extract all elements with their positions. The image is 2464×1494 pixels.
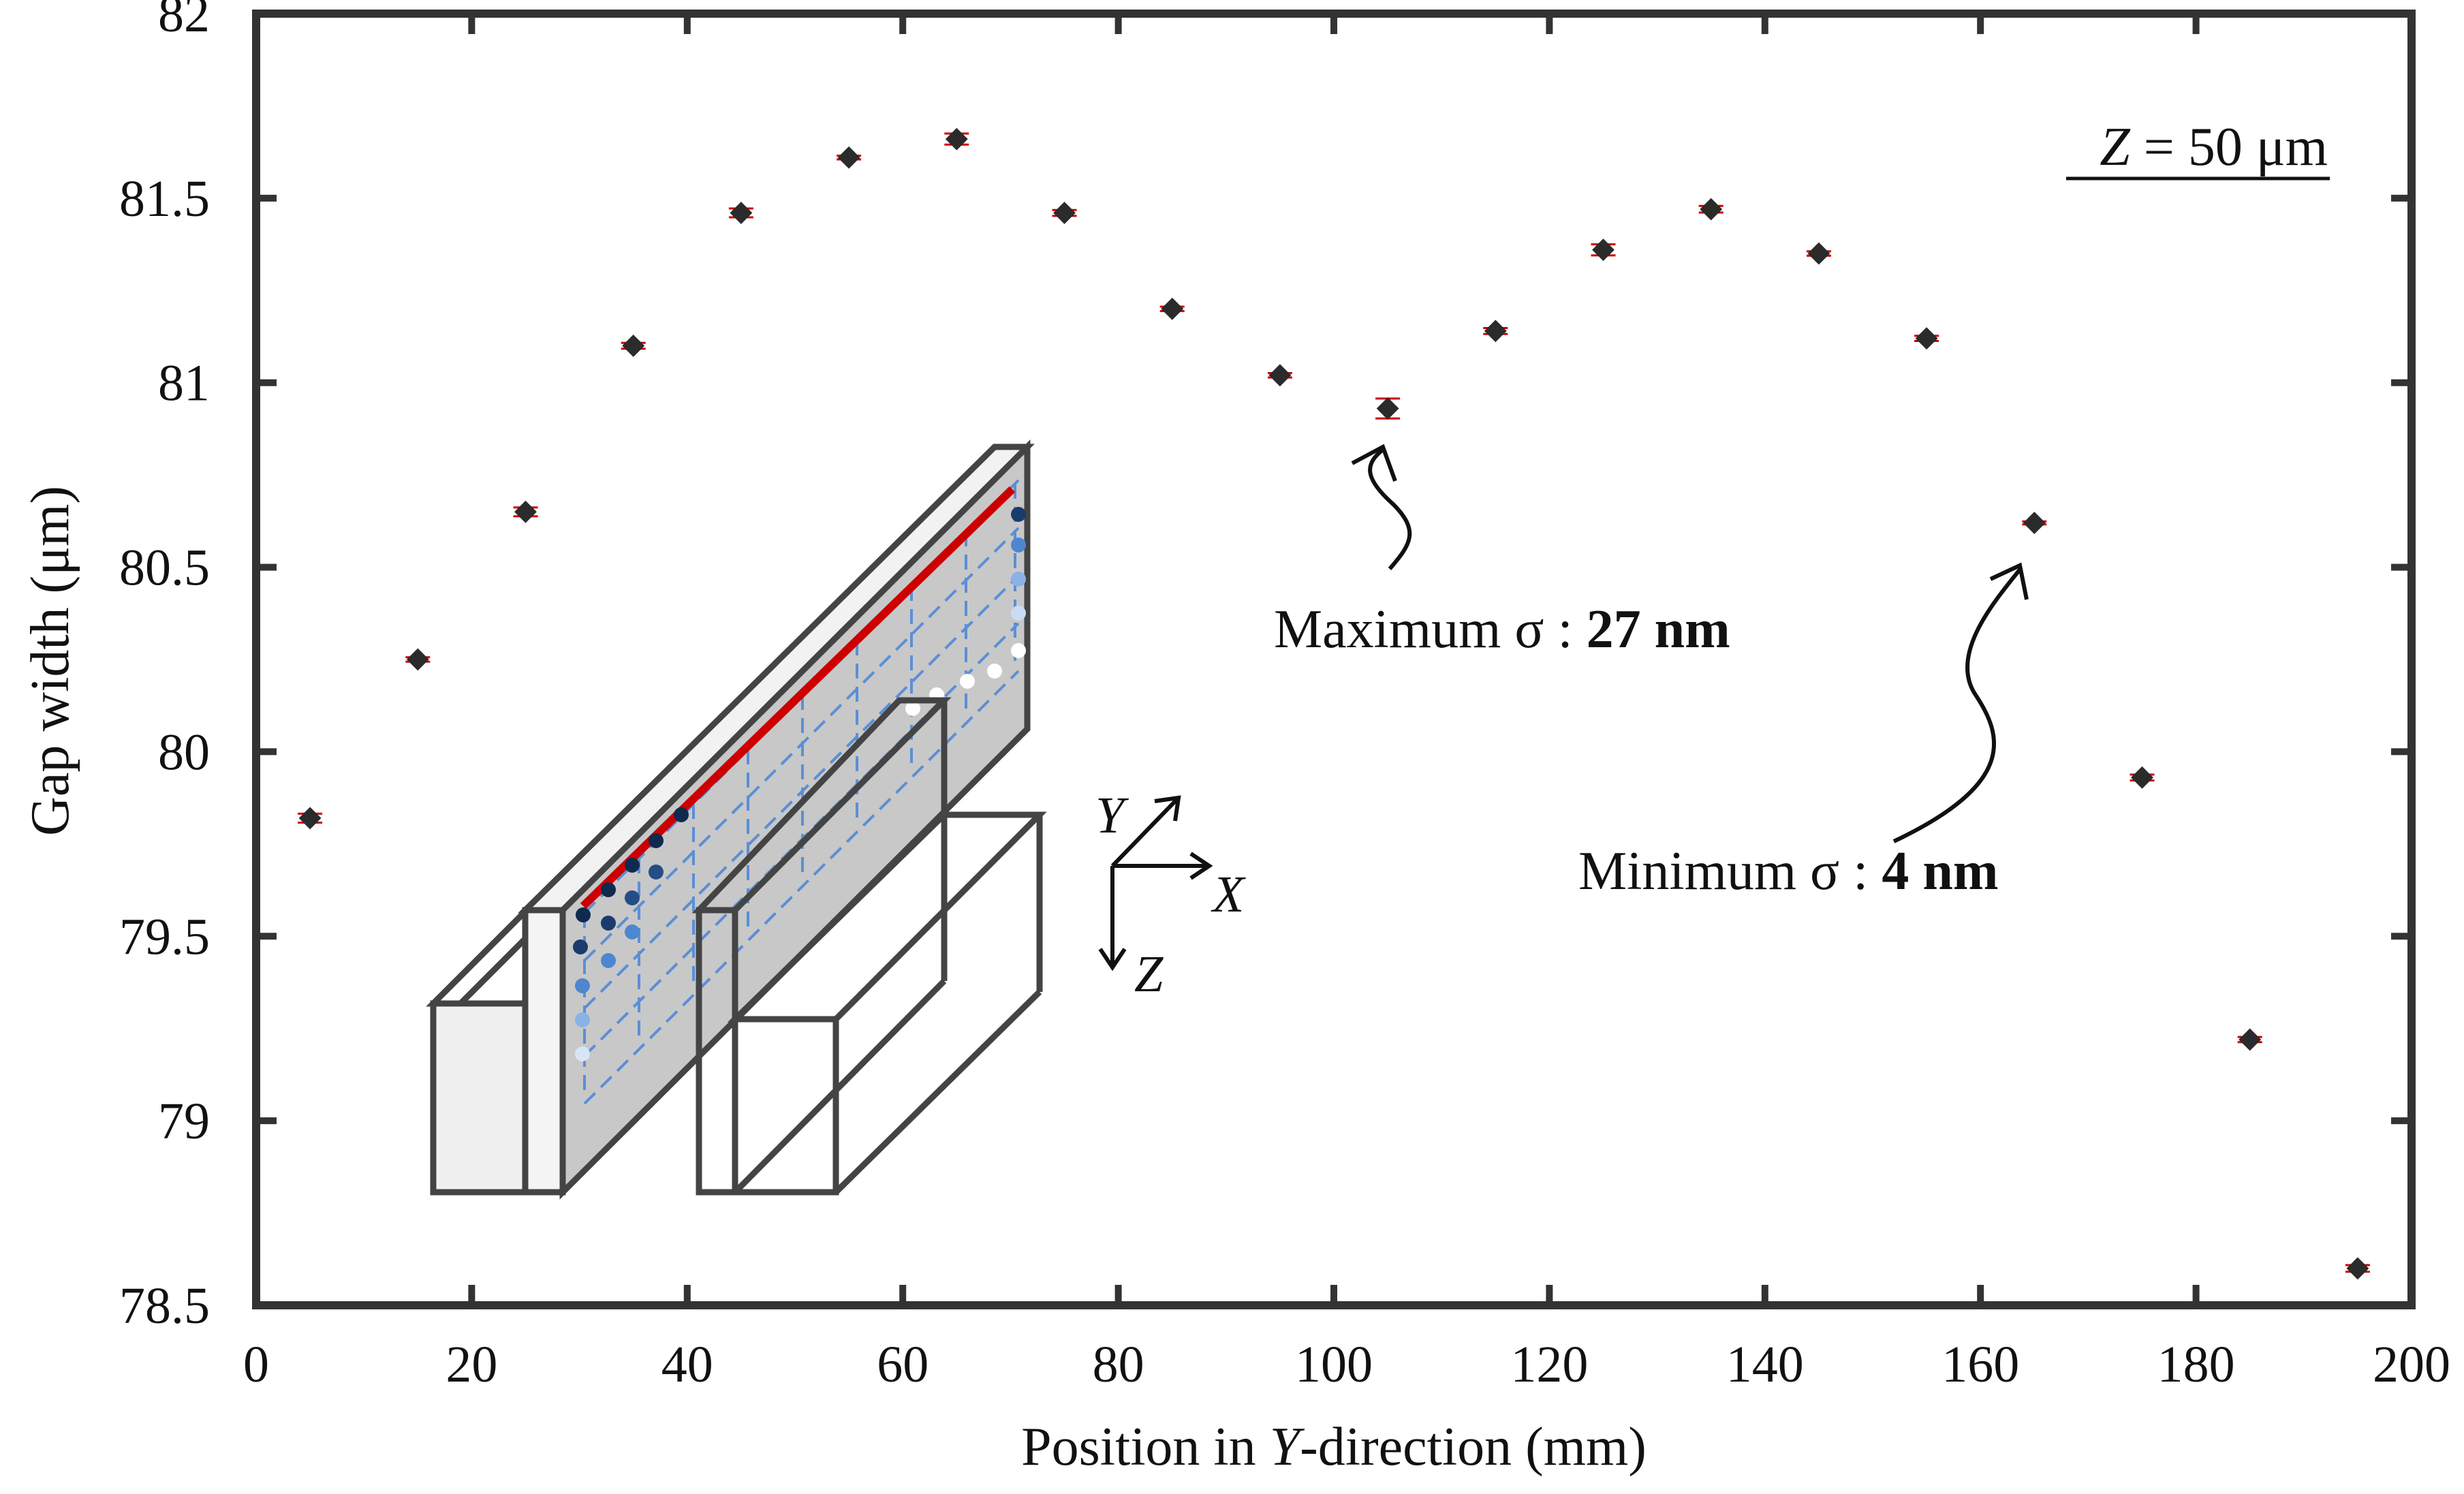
setup-schematic: Y X Z xyxy=(426,439,1246,1200)
x-tick-label: 100 xyxy=(1295,1336,1373,1393)
min-sigma-annotation: Minimum σ : 4 nm xyxy=(1578,562,2029,901)
max-sigma-value: 27 nm xyxy=(1587,600,1730,659)
x-axis-title-main: Position in xyxy=(1021,1417,1270,1477)
tick-labels: 0 20 40 60 80 100 120 140 160 180 200 78.5 79 79.5 80 8… xyxy=(119,0,2450,1393)
x-tick-label: 80 xyxy=(1093,1336,1144,1393)
data-point xyxy=(1376,397,1399,420)
min-sigma-arrow xyxy=(1892,568,2022,843)
z-depth-italic: Z xyxy=(2100,117,2131,177)
y-tick-label: 78.5 xyxy=(119,1277,210,1335)
data-point xyxy=(2023,512,2046,534)
z-depth-label: Z = 50 μm xyxy=(2100,117,2328,177)
data-point xyxy=(514,500,537,523)
x-tick-label: 60 xyxy=(877,1336,929,1393)
data-point xyxy=(622,334,645,357)
inset-axis-x: X xyxy=(1211,866,1246,923)
y-tick-label: 80 xyxy=(158,723,210,781)
x-axis-title-italic: Y xyxy=(1270,1417,1305,1477)
data-point xyxy=(1161,297,1184,320)
x-axis-title-rest: -direction (mm) xyxy=(1300,1417,1647,1477)
x-tick-label: 20 xyxy=(446,1336,497,1393)
data-point xyxy=(837,146,860,169)
max-sigma-label: Maximum σ : xyxy=(1274,600,1587,659)
data-points xyxy=(298,127,2369,1280)
data-point xyxy=(1700,198,1723,221)
left-block-front xyxy=(430,1000,529,1196)
y-tick-label: 82 xyxy=(158,0,210,43)
y-axis-title: Gap width (μm) xyxy=(20,486,80,836)
data-point xyxy=(2131,766,2153,789)
max-sigma-annotation: Maximum σ : 27 nm xyxy=(1274,443,1730,659)
data-point xyxy=(2346,1257,2369,1280)
data-point xyxy=(945,127,968,151)
y-tick-label: 79 xyxy=(158,1093,210,1150)
x-tick-label: 120 xyxy=(1510,1336,1588,1393)
data-point xyxy=(1484,320,1507,343)
max-sigma-arrowhead xyxy=(1351,443,1397,482)
coordinate-axes xyxy=(1098,795,1213,971)
max-sigma-text: Maximum σ : 27 nm xyxy=(1274,600,1730,659)
data-point xyxy=(1053,202,1076,224)
axis-ticks xyxy=(253,10,2415,1309)
x-tick-label: 180 xyxy=(2157,1336,2235,1393)
y-tick-label: 79.5 xyxy=(119,908,210,965)
y-tick-label: 80.5 xyxy=(119,540,210,597)
y-tick-label: 81.5 xyxy=(119,170,210,228)
left-plate xyxy=(522,907,566,1196)
right-block-edge2 xyxy=(833,989,1042,1195)
data-point xyxy=(2239,1028,2262,1051)
min-sigma-text: Minimum σ : 4 nm xyxy=(1578,841,1999,901)
data-point xyxy=(1807,242,1830,265)
x-tick-label: 140 xyxy=(1726,1336,1804,1393)
x-tick-label: 200 xyxy=(2373,1336,2450,1393)
data-point xyxy=(1592,238,1615,262)
z-depth-value: = 50 μm xyxy=(2130,117,2328,177)
inset-axis-z: Z xyxy=(1134,946,1164,1003)
data-point xyxy=(1915,327,1938,350)
y-tick-label: 81 xyxy=(158,355,210,412)
z-annotation: Z = 50 μm xyxy=(2066,117,2330,181)
inset-axis-y: Y xyxy=(1095,787,1129,844)
data-point xyxy=(1268,364,1292,387)
x-tick-label: 160 xyxy=(1941,1336,2019,1393)
x-tick-label: 40 xyxy=(661,1336,713,1393)
data-point xyxy=(730,202,753,224)
right-plate-edge2 xyxy=(732,978,947,1195)
x-tick-label: 0 xyxy=(243,1336,269,1393)
max-sigma-arrow xyxy=(1368,448,1412,570)
min-sigma-label: Minimum σ : xyxy=(1578,841,1882,901)
min-sigma-arrowhead xyxy=(1989,562,2029,600)
data-point xyxy=(406,648,429,671)
data-point xyxy=(298,807,322,830)
min-sigma-value: 4 nm xyxy=(1882,841,1998,901)
x-axis-title: Position in Y-direction (mm) xyxy=(1021,1417,1647,1477)
